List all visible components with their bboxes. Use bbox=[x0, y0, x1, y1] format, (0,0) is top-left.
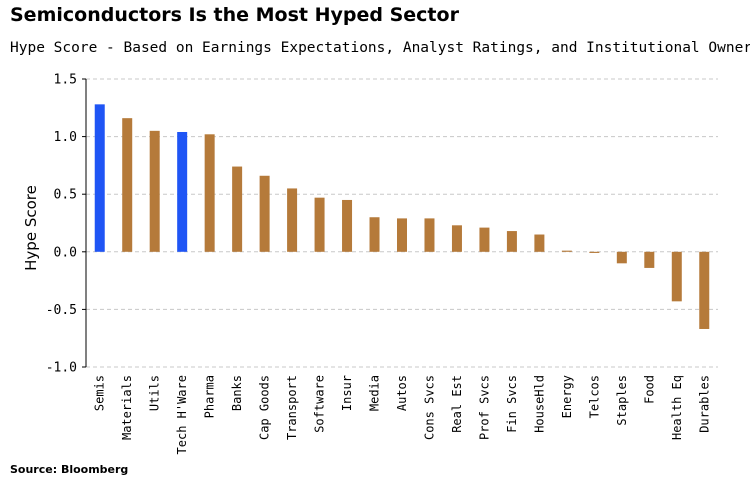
x-axis-ticks: Semis Materials Utils Tech H'Ware Pharma Bank… bbox=[93, 375, 712, 454]
y-tick-label: -0.5 bbox=[46, 303, 77, 318]
bar bbox=[671, 251, 682, 302]
bar bbox=[369, 217, 380, 252]
gridlines bbox=[86, 78, 718, 368]
bar bbox=[287, 188, 298, 252]
bar bbox=[314, 197, 325, 252]
x-tick-label: Fin Svcs bbox=[505, 375, 519, 433]
x-tick-label: Cap Goods bbox=[258, 375, 272, 440]
bar bbox=[616, 251, 627, 264]
bar bbox=[589, 251, 600, 253]
bar bbox=[479, 227, 490, 252]
bar bbox=[534, 234, 545, 252]
x-tick-label: Media bbox=[368, 375, 382, 411]
x-tick-label: Materials bbox=[120, 375, 134, 440]
bar bbox=[561, 250, 572, 252]
x-tick-label: HouseHld bbox=[532, 375, 546, 433]
bar bbox=[506, 231, 517, 252]
bar bbox=[699, 251, 710, 329]
x-tick-label: Telcos bbox=[587, 375, 601, 418]
x-tick-label: Prof Svcs bbox=[477, 375, 491, 440]
bar bbox=[424, 218, 435, 252]
x-tick-label: Insur bbox=[340, 375, 354, 411]
y-tick-label: 0.0 bbox=[54, 245, 77, 260]
x-tick-label: Energy bbox=[560, 375, 574, 418]
x-tick-label: Real Est bbox=[450, 375, 464, 433]
bar bbox=[204, 134, 215, 252]
bars bbox=[94, 104, 710, 329]
y-axis-ticks: 1.5 1.0 0.5 0.0 -0.5 -1.0 bbox=[46, 73, 86, 376]
bar bbox=[149, 130, 160, 252]
x-tick-label: Tech H'Ware bbox=[175, 375, 189, 454]
bar bbox=[122, 118, 133, 252]
bar bbox=[397, 218, 407, 252]
x-tick-label: Food bbox=[642, 375, 656, 404]
x-tick-label: Staples bbox=[615, 375, 629, 426]
x-tick-label: Durables bbox=[697, 375, 711, 433]
y-axis-label: Hype Score bbox=[22, 185, 40, 271]
y-tick-label: -1.0 bbox=[46, 361, 77, 376]
bar bbox=[644, 251, 655, 268]
bar bbox=[342, 199, 353, 252]
bar bbox=[94, 104, 105, 252]
x-tick-label: Pharma bbox=[203, 375, 217, 418]
y-tick-label: 1.5 bbox=[54, 73, 77, 88]
x-tick-label: Health Eq bbox=[670, 375, 684, 440]
bar bbox=[177, 131, 188, 252]
x-tick-label: Software bbox=[313, 375, 327, 433]
x-tick-label: Semis bbox=[93, 375, 107, 411]
x-tick-label: Transport bbox=[285, 375, 299, 440]
bar bbox=[451, 225, 462, 252]
x-tick-label: Cons Svcs bbox=[422, 375, 436, 440]
bar bbox=[259, 175, 270, 252]
source-note: Source: Bloomberg bbox=[10, 463, 129, 476]
x-tick-label: Autos bbox=[395, 375, 409, 411]
x-tick-label: Utils bbox=[148, 375, 162, 411]
y-tick-label: 1.0 bbox=[54, 130, 77, 145]
y-tick-label: 0.5 bbox=[54, 188, 77, 203]
bar bbox=[232, 166, 243, 252]
chart-title: Semiconductors Is the Most Hyped Sector bbox=[10, 4, 459, 26]
chart-subtitle: Hype Score - Based on Earnings Expectati… bbox=[10, 40, 750, 56]
x-tick-label: Banks bbox=[230, 375, 244, 411]
